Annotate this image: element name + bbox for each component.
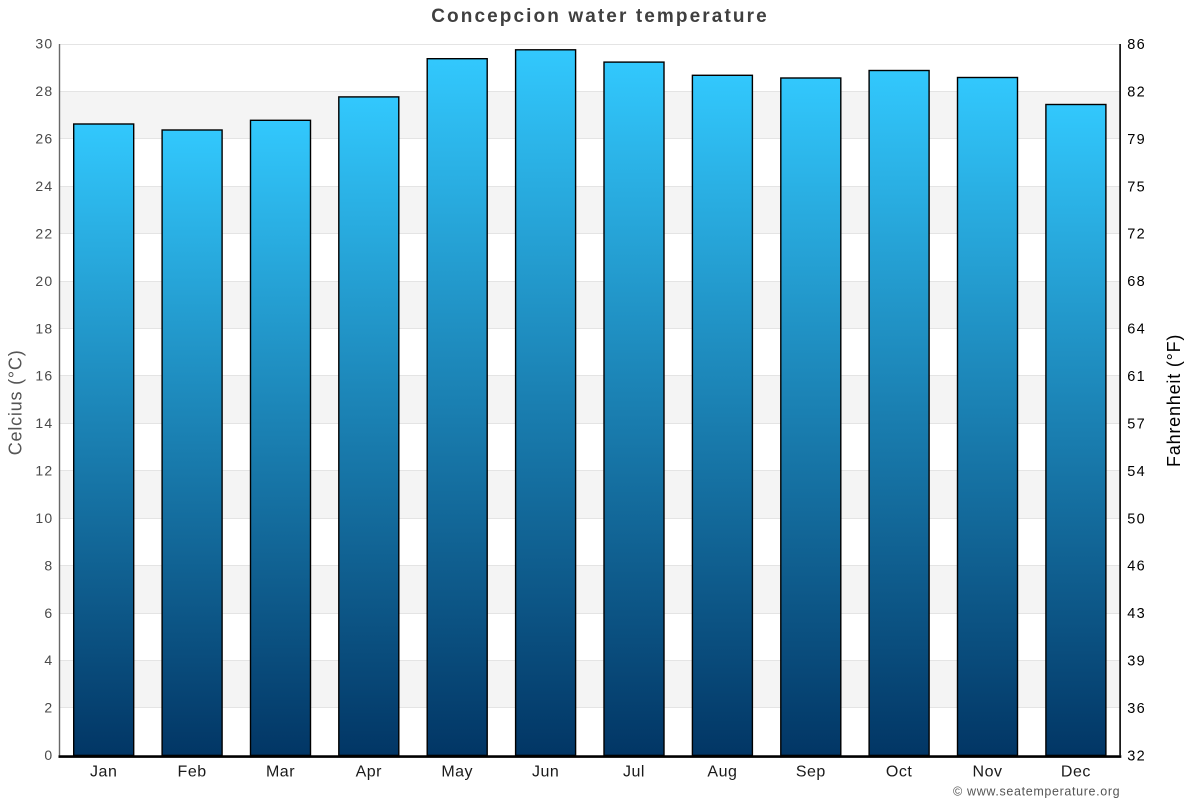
svg-text:75: 75 xyxy=(1127,179,1146,195)
svg-text:16: 16 xyxy=(35,368,53,384)
svg-text:20: 20 xyxy=(35,273,53,289)
svg-text:Fahrenheit (°F): Fahrenheit (°F) xyxy=(1164,334,1184,467)
svg-text:14: 14 xyxy=(35,415,53,431)
svg-text:Jun: Jun xyxy=(532,763,559,780)
svg-text:12: 12 xyxy=(35,463,53,479)
svg-text:2: 2 xyxy=(44,700,53,716)
svg-text:4: 4 xyxy=(44,652,53,668)
svg-text:79: 79 xyxy=(1127,132,1146,148)
svg-text:68: 68 xyxy=(1127,274,1146,290)
svg-text:8: 8 xyxy=(44,557,53,573)
svg-text:50: 50 xyxy=(1127,511,1146,527)
svg-text:18: 18 xyxy=(35,320,53,336)
svg-text:Sep: Sep xyxy=(796,763,826,780)
svg-text:0: 0 xyxy=(44,747,53,763)
svg-text:10: 10 xyxy=(35,510,53,526)
svg-text:© www.seatemperature.org: © www.seatemperature.org xyxy=(953,784,1120,798)
svg-text:24: 24 xyxy=(35,178,53,194)
svg-text:82: 82 xyxy=(1127,84,1146,100)
svg-text:Nov: Nov xyxy=(973,763,1003,780)
svg-text:Apr: Apr xyxy=(356,763,383,780)
svg-text:43: 43 xyxy=(1127,606,1146,622)
svg-text:46: 46 xyxy=(1127,559,1146,575)
svg-text:86: 86 xyxy=(1127,37,1146,53)
svg-text:Concepcion water temperature: Concepcion water temperature xyxy=(431,6,769,27)
svg-text:Mar: Mar xyxy=(266,763,295,780)
svg-text:36: 36 xyxy=(1127,701,1146,717)
svg-text:39: 39 xyxy=(1127,654,1146,670)
svg-text:54: 54 xyxy=(1127,464,1146,480)
svg-text:Oct: Oct xyxy=(886,763,912,780)
svg-text:22: 22 xyxy=(35,225,53,241)
svg-text:32: 32 xyxy=(1127,748,1146,764)
svg-text:Aug: Aug xyxy=(707,763,737,780)
svg-text:Jul: Jul xyxy=(623,763,645,780)
svg-text:Feb: Feb xyxy=(178,763,207,780)
svg-text:72: 72 xyxy=(1127,227,1146,243)
svg-text:Dec: Dec xyxy=(1061,763,1091,780)
svg-text:57: 57 xyxy=(1127,416,1146,432)
svg-text:26: 26 xyxy=(35,131,53,147)
svg-text:Jan: Jan xyxy=(90,763,117,780)
svg-text:28: 28 xyxy=(35,83,53,99)
svg-text:64: 64 xyxy=(1127,322,1146,338)
svg-text:61: 61 xyxy=(1127,369,1146,385)
svg-text:Celcius (°C): Celcius (°C) xyxy=(5,349,25,455)
svg-text:May: May xyxy=(441,763,473,780)
svg-text:30: 30 xyxy=(35,36,53,52)
svg-text:6: 6 xyxy=(44,605,53,621)
